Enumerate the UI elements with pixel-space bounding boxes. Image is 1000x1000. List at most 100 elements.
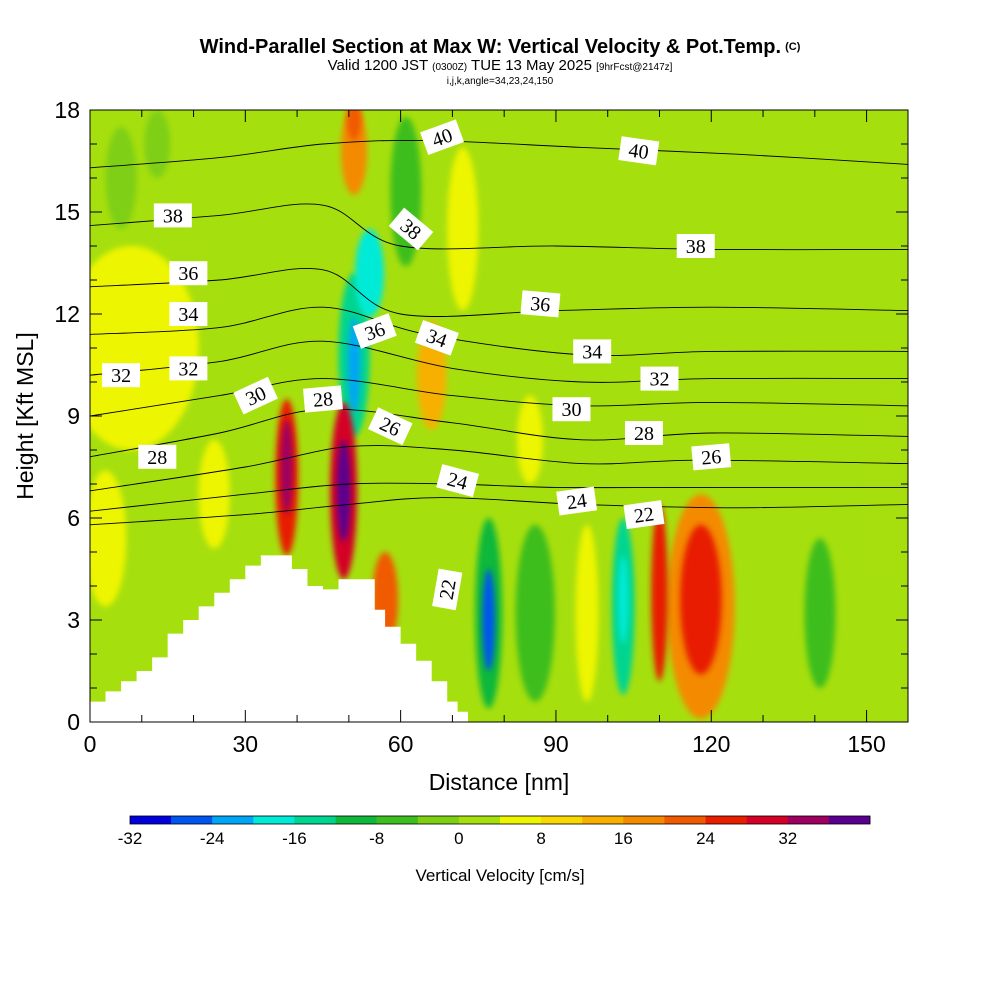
colorbar-label: Vertical Velocity [cm/s] <box>415 866 584 885</box>
contour-label-box <box>676 234 715 258</box>
vertical-velocity-field <box>90 110 903 719</box>
contour-label-box <box>169 356 208 381</box>
contour-label-text: 28 <box>312 388 334 412</box>
contour-label: 26 <box>691 443 732 471</box>
contour-label: 22 <box>432 568 463 611</box>
contour-label-text: 28 <box>147 447 167 469</box>
contour-label-box <box>153 203 192 228</box>
contour-label: 38 <box>153 203 192 228</box>
colorbar-tick-label: -8 <box>369 829 384 848</box>
contour-label-text: 40 <box>627 140 650 165</box>
contour-label-text: 34 <box>582 341 602 363</box>
contour-label: 34 <box>573 339 612 364</box>
theta-contour-28 <box>90 408 908 458</box>
terrain-mask <box>90 555 468 722</box>
contour-label-text: 36 <box>529 293 551 317</box>
title-tag: (C) <box>785 41 801 53</box>
contour-label-text: 38 <box>686 236 706 258</box>
colorbar-swatch <box>582 816 624 824</box>
colorbar-tick-label: 32 <box>778 829 797 848</box>
contour-label-box <box>624 421 663 445</box>
updraft-cell <box>280 419 293 515</box>
contour-label: 24 <box>436 464 480 498</box>
x-tick-label: 90 <box>543 731 569 757</box>
contour-label-text: 22 <box>436 578 461 602</box>
contour-label-text: 22 <box>633 503 656 528</box>
updraft-cell <box>90 246 199 450</box>
y-axis-label: Height [Kft MSL] <box>12 332 38 499</box>
theta-contour-38 <box>90 203 908 251</box>
utc-time: (0300Z) <box>432 62 468 73</box>
x-axis: 0 30 60 90 120 150 <box>84 110 886 757</box>
contour-label-box <box>169 261 208 286</box>
colorbar-tick-label: -24 <box>200 829 225 848</box>
theta-contour-32 <box>90 340 908 383</box>
title-main-text: Wind-Parallel Section at Max W: Vertical… <box>199 36 782 58</box>
theta-contour-22 <box>90 497 908 526</box>
y-tick-label: 18 <box>54 97 80 123</box>
colorbar-swatch <box>705 816 747 824</box>
x-axis-label: Distance [nm] <box>429 769 570 795</box>
colorbar-frame <box>129 815 871 825</box>
contour-label-box <box>233 376 278 415</box>
contour-label-box <box>436 464 480 498</box>
downdraft-cell <box>355 229 385 318</box>
colorbar-swatch <box>253 816 295 824</box>
x-tick-label: 30 <box>233 731 259 757</box>
colorbar-swatch <box>664 816 706 824</box>
updraft-cell <box>336 439 351 542</box>
contour-label: 28 <box>624 421 663 445</box>
contour-label-box <box>640 366 679 391</box>
colorbar-swatch <box>500 816 542 824</box>
updraft-cell <box>90 470 127 607</box>
chart-subtitle: Valid 1200 JST (0300Z) TUE 13 May 2025 [… <box>0 58 1000 76</box>
downdraft-cell <box>482 569 495 671</box>
theta-contour-36 <box>90 267 908 317</box>
contour-label: 28 <box>138 444 177 469</box>
contour-label-box <box>367 407 413 446</box>
contour-label-box <box>414 320 459 356</box>
theta-contour-30 <box>90 378 908 417</box>
contour-label-box <box>618 136 660 166</box>
updraft-cell <box>346 110 362 141</box>
contour-label: 40 <box>618 136 660 166</box>
colorbar-swatch <box>130 816 172 824</box>
contour-label: 32 <box>102 363 141 388</box>
valid-time: Valid 1200 JST <box>327 57 428 74</box>
updraft-cell <box>517 395 544 484</box>
colorbar-swatch <box>376 816 419 824</box>
colorbar-tick-label: -16 <box>282 829 307 848</box>
terrain <box>90 555 468 722</box>
contour-label-text: 34 <box>178 304 198 326</box>
updraft-cell <box>575 524 599 702</box>
y-tick-label: 9 <box>67 403 80 429</box>
colorbar-tick-label: 16 <box>614 829 633 848</box>
downdraft-cell <box>618 555 629 644</box>
downdraft-cell <box>347 317 361 413</box>
contour-label-box <box>169 302 208 326</box>
colorbar-swatch <box>335 816 377 824</box>
colorbar-swatch <box>294 816 336 824</box>
colorbar: -32 -24 -16 -8 0 8 16 24 32 <box>118 815 871 848</box>
colorbar-swatch <box>787 816 830 824</box>
updraft-cell <box>198 439 230 549</box>
contour-label: 30 <box>552 397 591 422</box>
contour-label-box <box>573 339 612 364</box>
colorbar-swatch <box>212 816 254 824</box>
colorbar-tick-label: 24 <box>696 829 715 848</box>
colorbar-swatch <box>623 816 665 824</box>
contour-label-box <box>420 119 465 155</box>
updraft-cell <box>651 504 668 682</box>
contour-label-box <box>303 385 343 413</box>
contour-label-text: 32 <box>649 369 669 391</box>
contour-label: 36 <box>520 290 561 318</box>
colorbar-tick-label: -32 <box>118 829 143 848</box>
contour-label-text: 24 <box>565 490 588 515</box>
contour-label-box <box>552 397 591 422</box>
contour-label-text: 26 <box>700 446 722 470</box>
updraft-cell <box>341 110 367 195</box>
contour-label-box <box>623 500 665 530</box>
